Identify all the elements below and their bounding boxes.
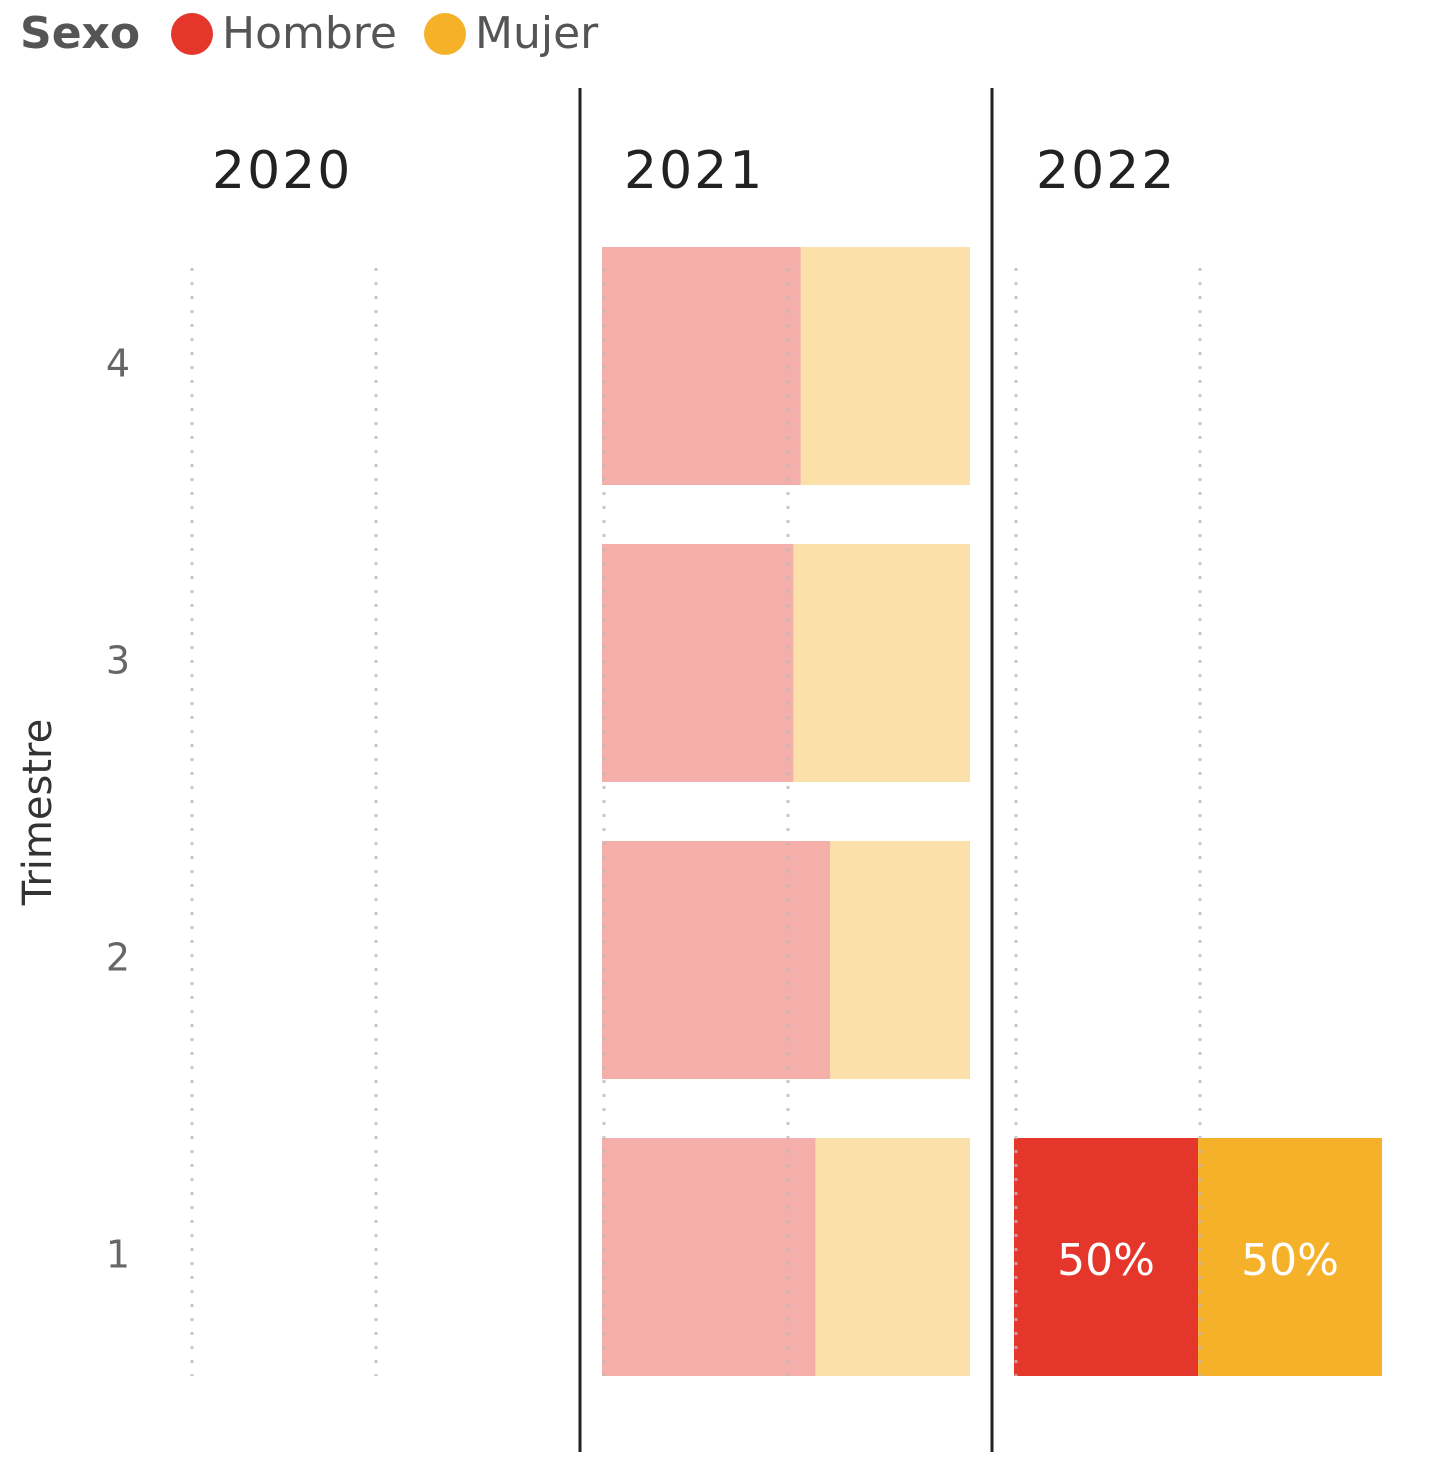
bar-segment [602,841,831,1079]
bar-segment [1198,1138,1382,1376]
bar-segment [800,247,970,485]
bar-segment [1014,1138,1198,1376]
data-label: 50% [1241,1235,1339,1286]
legend-marker [424,13,466,55]
legend-marker [171,13,213,55]
bar-segment [793,544,970,782]
y-tick-label: 3 [106,639,130,683]
panel-title: 2022 [1036,141,1176,201]
bar-segment [815,1138,970,1376]
y-tick-label: 1 [106,1233,130,1277]
bar-segment [602,544,794,782]
legend-title: Sexo [20,8,140,59]
bar-segment [602,247,801,485]
y-tick-label: 4 [106,342,130,386]
y-tick-label: 2 [106,936,130,980]
data-label: 50% [1057,1235,1155,1286]
panel-title: 2020 [212,141,352,201]
legend-label: Hombre [222,8,397,59]
legend-label: Mujer [475,8,599,59]
bar-segment [602,1138,816,1376]
bar-segment [830,841,970,1079]
panel-title: 2021 [624,141,764,201]
y-axis-label: Trimestre [15,719,61,906]
